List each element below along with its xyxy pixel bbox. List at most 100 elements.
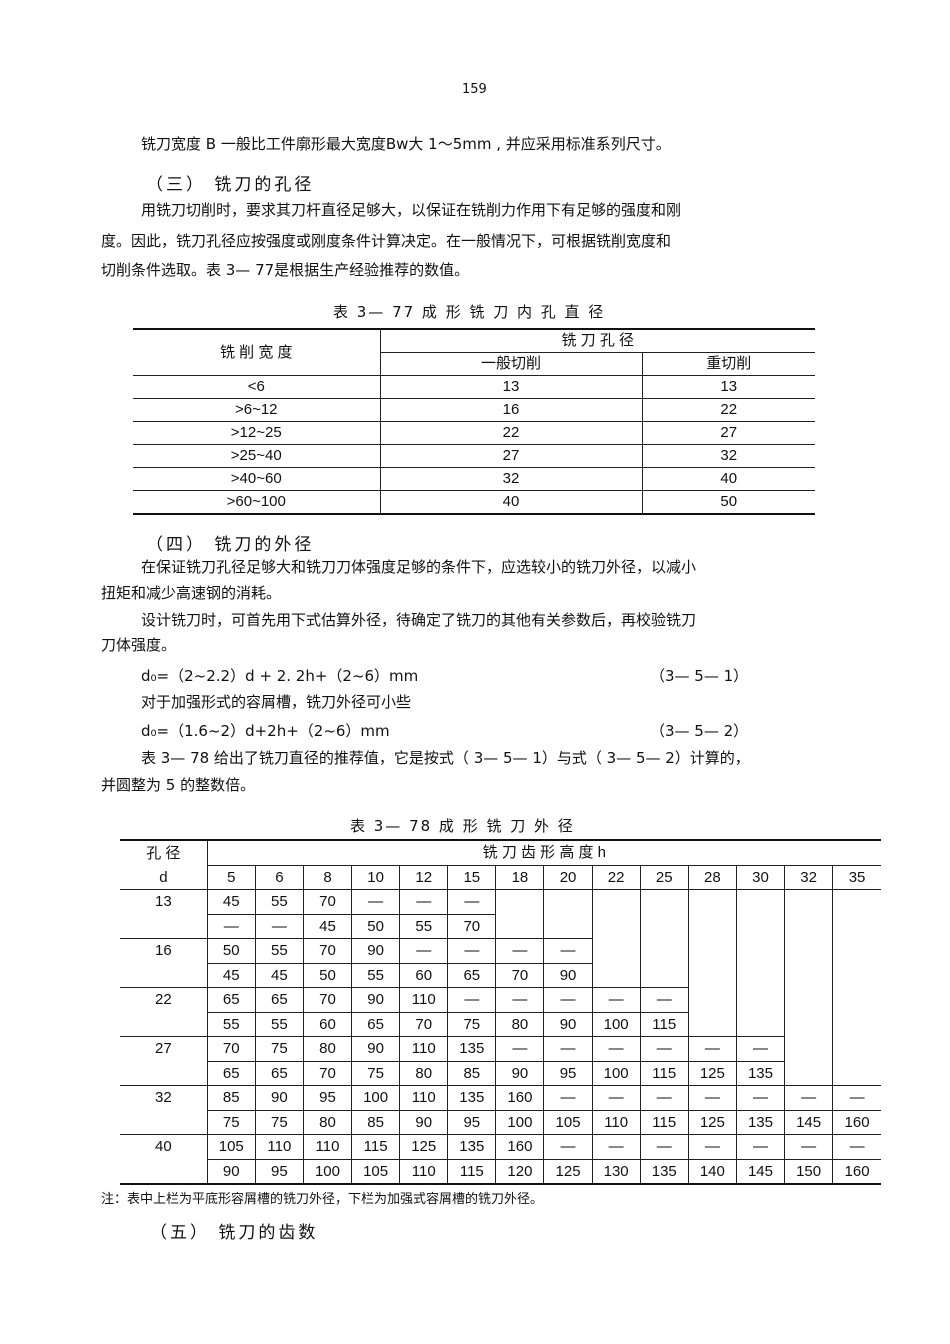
table-cell: — (639, 1134, 689, 1160)
column-header: 铣 削 宽 度 (133, 328, 381, 376)
formula-number: （3— 5— 2） (650, 722, 749, 740)
column-header: 一般切削 (380, 352, 643, 376)
table-cell: 70 (447, 913, 496, 939)
blank-cell (591, 889, 641, 988)
table-cell: 75 (254, 1036, 304, 1062)
table-cell: 85 (351, 1109, 401, 1135)
table-3-77: 铣 削 宽 度 铣 刀 孔 径 一般切削 重切削 <6 13 13 >6~12 16 22… (133, 328, 816, 515)
column-group-header: 铣 刀 齿 形 高 度 h (206, 839, 881, 866)
table-cell: — (543, 1036, 593, 1062)
table-cell: 145 (784, 1109, 834, 1135)
column-header: 30 (735, 864, 786, 890)
table-cell: — (687, 1085, 737, 1111)
table-cell: 100 (591, 1060, 641, 1086)
blank-cell (784, 889, 834, 1086)
table-cell: 70 (302, 1060, 353, 1086)
column-header: 孔 径 (120, 839, 208, 865)
table-cell: 50 (206, 938, 256, 964)
blank-cell (687, 889, 737, 1037)
table-cell: 105 (206, 1134, 256, 1160)
table-cell: 55 (399, 913, 449, 939)
hole-diameter-cell: 40 (120, 1134, 208, 1185)
table-row: >40~60 32 40 (133, 467, 816, 491)
table-cell: 110 (399, 1158, 449, 1185)
table-cell: 150 (784, 1158, 834, 1185)
table-cell: — (447, 987, 497, 1013)
column-header: d (120, 865, 208, 890)
table-cell: 135 (735, 1060, 785, 1086)
table-cell: 16 (379, 398, 643, 422)
table-row: 32 85 90 95 100 110 135 160— — — — — — — (120, 1085, 881, 1135)
table-cell: — (543, 938, 593, 964)
table-cell: — (399, 889, 449, 915)
table-cell: — (543, 1085, 593, 1111)
table-cell: 110 (591, 1109, 641, 1135)
table-cell: 13 (379, 375, 643, 399)
table-cell: 65 (447, 962, 497, 988)
table-cell: 65 (207, 1060, 256, 1086)
hole-diameter-cell: 32 (120, 1085, 208, 1135)
table-cell: 90 (543, 962, 593, 988)
table-cell: 110 (254, 1134, 304, 1160)
table-cell: 130 (591, 1158, 641, 1185)
formula: d₀=（2~2.2）d + 2. 2h+（2~6）mm (141, 667, 419, 685)
blank-cell (543, 889, 593, 939)
table-cell: 125 (399, 1134, 449, 1160)
table-cell: 45 (302, 913, 353, 939)
table-cell: 90 (254, 1085, 304, 1111)
table-cell: 100 (351, 1085, 401, 1111)
table-row: 27 70 75 80 90 110 135— — — — — — (120, 1036, 881, 1086)
table-cell: — (784, 1134, 834, 1160)
table-cell: 90 (351, 987, 401, 1013)
table-row: >12~25 22 27 (133, 421, 816, 445)
table-cell: 125 (687, 1109, 737, 1135)
column-header: 32 (784, 864, 834, 890)
table-cell: 95 (254, 1158, 304, 1185)
table-cell: 115 (639, 1109, 689, 1135)
table-cell: 65 (351, 1011, 401, 1037)
table-cell: — (784, 1085, 834, 1111)
section-heading: （四） 铣刀的外径 (146, 535, 315, 555)
paragraph-line: 度。因此，铣刀孔径应按强度或刚度条件计算决定。在一般情况下，可根据铣削宽度和 (101, 232, 672, 250)
paragraph-line: 刀体强度。 (101, 636, 177, 654)
table-row: 90 95 100 105 110 115 120 125 130 135 140 145 150 160 (120, 1158, 881, 1185)
table-cell: >25~40 (133, 444, 381, 468)
table-cell: 22 (379, 421, 643, 445)
table-cell: — (687, 1134, 737, 1160)
table-cell: — (447, 938, 497, 964)
table-cell: 135 (447, 1036, 497, 1062)
table-cell: 125 (543, 1158, 593, 1185)
table-cell: 55 (254, 938, 304, 964)
table-cell: 70 (206, 1036, 256, 1062)
table-row: >25~40 27 32 (133, 444, 816, 468)
table-cell: 120 (495, 1158, 545, 1185)
section-heading: （五） 铣刀的齿数 (150, 1223, 319, 1243)
table-cell: 115 (639, 1011, 689, 1037)
paragraph-line: 对于加强形式的容屑槽，铣刀外径可小些 (141, 693, 412, 711)
table-cell: 55 (254, 889, 304, 915)
table-cell: — (687, 1036, 737, 1062)
table-cell: — (495, 1036, 545, 1062)
table-cell: 60 (399, 962, 449, 988)
paragraph-line: 在保证铣刀孔径足够大和铣刀刀体强度足够的条件下，应选较小的铣刀外径，以减小 (141, 558, 697, 576)
table-cell: — (735, 1085, 786, 1111)
column-header: 35 (832, 864, 881, 890)
paragraph-line: 用铣刀切削时，要求其刀杆直径足够大，以保证在铣削力作用下有足够的强度和刚 (141, 201, 682, 219)
paragraph-line: 表 3— 78 给出了铣刀直径的推荐值，它是按式（ 3— 5— 1）与式（ 3—… (141, 749, 750, 767)
table-cell: 95 (302, 1085, 353, 1111)
table-cell: 85 (206, 1085, 256, 1111)
table-cell: 140 (687, 1158, 737, 1185)
table-cell: — (543, 987, 593, 1013)
table-cell: — (207, 913, 256, 939)
table-cell: 125 (687, 1060, 737, 1086)
column-header: 6 (254, 864, 304, 890)
table-caption: 表 3— 78 成 形 铣 刀 外 径 (350, 817, 575, 835)
table-cell: 85 (447, 1060, 497, 1086)
table-cell: — (351, 889, 401, 915)
table-cell: 45 (254, 962, 304, 988)
table-row: 75 75 80 85 90 95 100 105 110 115 125 135 145 160 (120, 1109, 881, 1135)
table-cell: 145 (735, 1158, 786, 1185)
table-cell: 105 (543, 1109, 593, 1135)
table-cell: — (832, 1134, 881, 1160)
